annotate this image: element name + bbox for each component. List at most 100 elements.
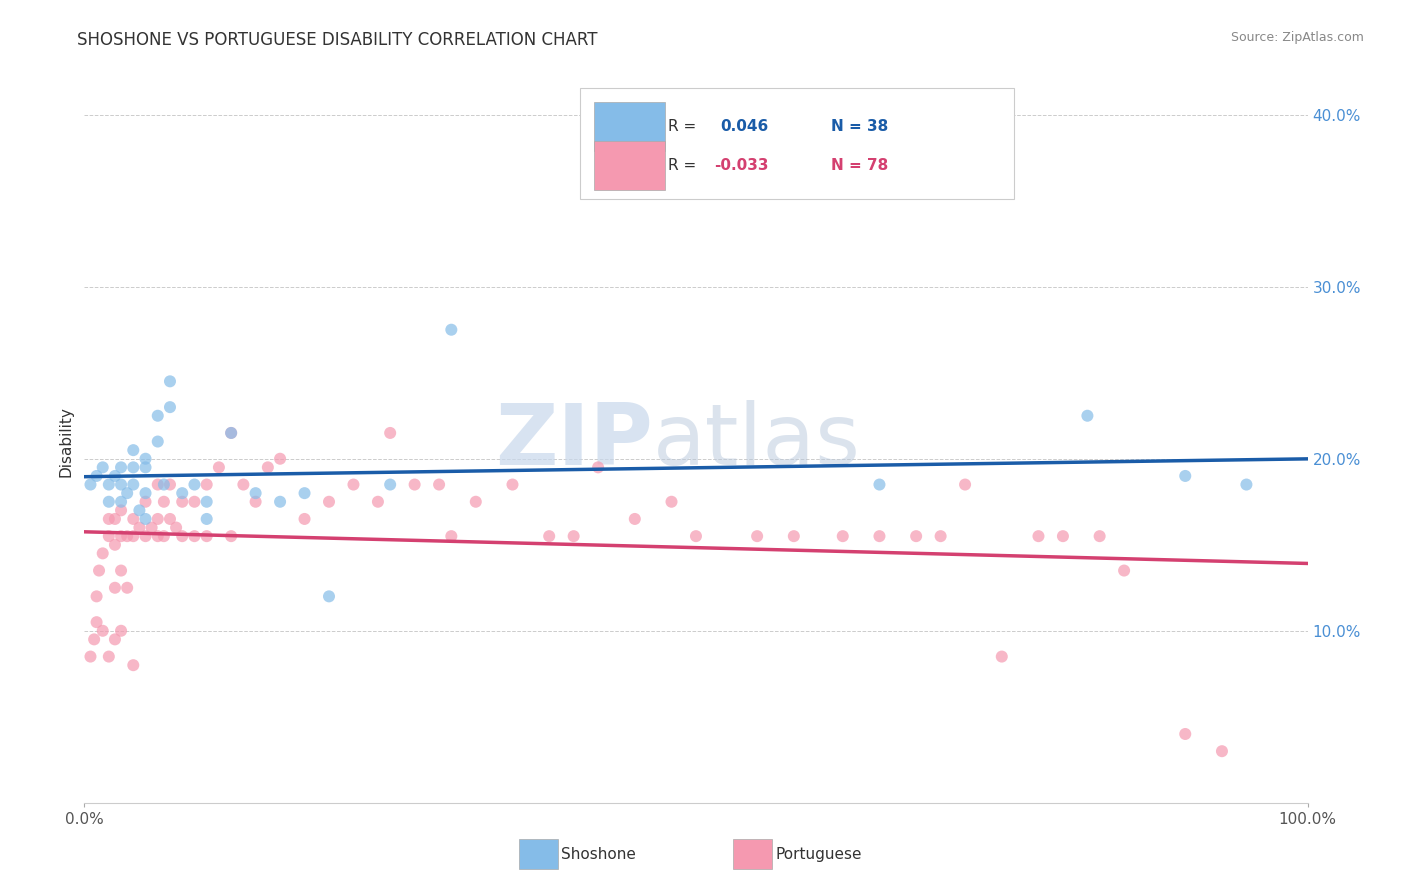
- Y-axis label: Disability: Disability: [58, 406, 73, 477]
- Point: [624, 512, 647, 526]
- Point: [269, 451, 291, 466]
- Point: [172, 529, 194, 543]
- Point: [183, 529, 205, 543]
- Point: [464, 494, 486, 508]
- Point: [97, 512, 120, 526]
- Text: 0.046: 0.046: [720, 119, 769, 134]
- Point: [104, 538, 127, 552]
- Point: [159, 400, 181, 414]
- Point: [245, 494, 267, 508]
- Point: [104, 581, 127, 595]
- Point: [97, 494, 120, 508]
- Point: [685, 529, 707, 543]
- Point: [146, 434, 169, 449]
- Point: [135, 451, 157, 466]
- Point: [122, 443, 145, 458]
- Point: [91, 546, 114, 560]
- Point: [367, 494, 389, 508]
- Point: [146, 409, 169, 423]
- Text: Portuguese: Portuguese: [776, 847, 862, 863]
- Point: [110, 624, 132, 638]
- Point: [747, 529, 769, 543]
- Point: [183, 477, 205, 491]
- Point: [318, 590, 340, 604]
- Point: [115, 486, 138, 500]
- Point: [91, 460, 114, 475]
- Point: [1174, 469, 1197, 483]
- Point: [208, 460, 231, 475]
- Point: [165, 520, 187, 534]
- Text: Shoshone: Shoshone: [561, 847, 637, 863]
- Point: [440, 529, 463, 543]
- Point: [245, 486, 267, 500]
- Text: N = 78: N = 78: [831, 158, 887, 173]
- FancyBboxPatch shape: [595, 102, 665, 151]
- Point: [831, 529, 853, 543]
- Point: [929, 529, 952, 543]
- Point: [195, 529, 218, 543]
- Point: [122, 477, 145, 491]
- Point: [1236, 477, 1258, 491]
- Point: [1174, 727, 1197, 741]
- Point: [586, 460, 609, 475]
- Point: [79, 649, 101, 664]
- Point: [104, 632, 127, 647]
- Point: [269, 494, 291, 508]
- Point: [79, 477, 101, 491]
- Point: [86, 590, 108, 604]
- Text: N = 38: N = 38: [831, 119, 887, 134]
- Point: [562, 529, 585, 543]
- Point: [183, 494, 205, 508]
- Point: [195, 512, 218, 526]
- Point: [257, 460, 280, 475]
- Point: [195, 494, 218, 508]
- Point: [110, 529, 132, 543]
- Point: [135, 512, 157, 526]
- Point: [115, 529, 138, 543]
- Point: [1028, 529, 1050, 543]
- Point: [153, 494, 176, 508]
- Point: [122, 658, 145, 673]
- Point: [122, 512, 145, 526]
- Point: [135, 529, 157, 543]
- Point: [318, 494, 340, 508]
- Point: [135, 494, 157, 508]
- Point: [153, 529, 176, 543]
- Point: [195, 477, 218, 491]
- Point: [1052, 529, 1074, 543]
- Point: [440, 323, 463, 337]
- Point: [172, 486, 194, 500]
- Point: [294, 512, 316, 526]
- Text: R =: R =: [668, 158, 702, 173]
- Point: [104, 469, 127, 483]
- Point: [141, 520, 163, 534]
- Point: [232, 477, 254, 491]
- Point: [135, 486, 157, 500]
- Point: [869, 477, 891, 491]
- Point: [146, 512, 169, 526]
- Point: [128, 503, 150, 517]
- Point: [110, 503, 132, 517]
- Text: ZIP: ZIP: [495, 400, 654, 483]
- Point: [115, 581, 138, 595]
- Point: [122, 529, 145, 543]
- Point: [1088, 529, 1111, 543]
- FancyBboxPatch shape: [519, 838, 558, 870]
- Point: [404, 477, 426, 491]
- Point: [110, 477, 132, 491]
- Point: [219, 529, 242, 543]
- Point: [869, 529, 891, 543]
- Text: SHOSHONE VS PORTUGUESE DISABILITY CORRELATION CHART: SHOSHONE VS PORTUGUESE DISABILITY CORREL…: [77, 31, 598, 49]
- Point: [1076, 409, 1098, 423]
- Point: [86, 469, 108, 483]
- Point: [122, 460, 145, 475]
- Point: [905, 529, 928, 543]
- Point: [110, 564, 132, 578]
- Point: [172, 494, 194, 508]
- Point: [128, 520, 150, 534]
- Point: [97, 649, 120, 664]
- Text: Source: ZipAtlas.com: Source: ZipAtlas.com: [1230, 31, 1364, 45]
- Point: [159, 375, 181, 389]
- Point: [219, 425, 242, 440]
- Point: [159, 512, 181, 526]
